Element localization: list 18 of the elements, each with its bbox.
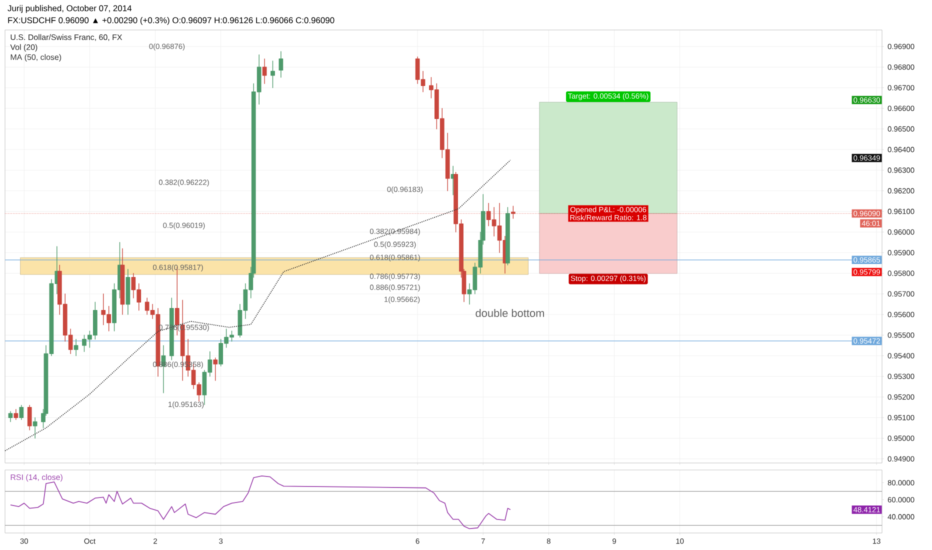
candlestick	[506, 206, 510, 266]
candlestick	[278, 51, 284, 78]
candlestick	[32, 417, 38, 439]
annotation: double bottom	[476, 308, 544, 318]
candlestick	[213, 357, 218, 381]
candlestick	[74, 338, 78, 356]
chart-subtitle: FX:USDCHF 0.96090 ▲ +0.00290 (+0.3%) O:0.96097 H:0.96126 L:0.96066 C:0.96090	[8, 17, 334, 25]
candlestick	[27, 404, 32, 430]
candlestick	[19, 404, 24, 420]
candlestick	[262, 58, 267, 84]
candlestick	[120, 248, 125, 315]
candlestick	[8, 411, 13, 422]
line-series	[4, 160, 511, 452]
candlestick	[510, 206, 516, 219]
line-series	[10, 476, 511, 530]
candlestick	[126, 268, 130, 315]
chart-title: Jurij published, October 07, 2014	[8, 5, 132, 13]
candlestick	[14, 409, 18, 420]
